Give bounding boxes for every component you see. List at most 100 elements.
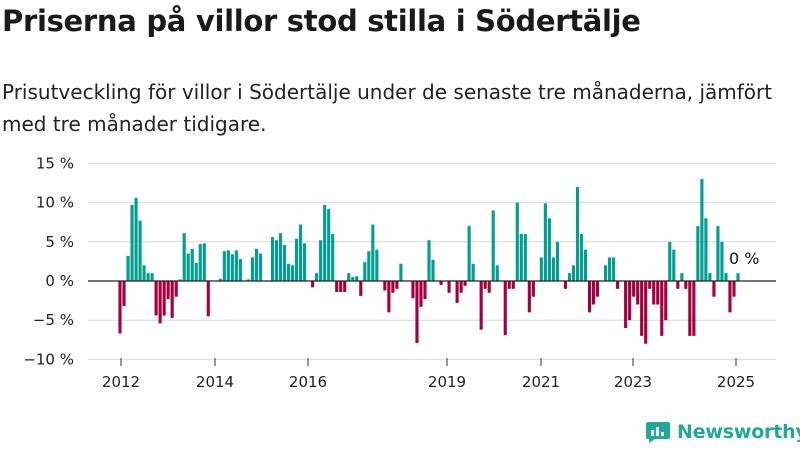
brand-name: Newsworthy — [677, 421, 800, 443]
bar — [150, 273, 154, 281]
grid-lines — [88, 162, 776, 360]
bar — [319, 240, 323, 281]
bar — [664, 281, 668, 321]
x-tick-label: 2016 — [289, 373, 327, 391]
bar — [154, 281, 158, 316]
bar — [612, 257, 616, 281]
bar — [668, 241, 672, 281]
bar — [652, 281, 656, 305]
bar — [130, 204, 134, 281]
bar — [728, 281, 732, 313]
bar — [636, 281, 640, 305]
y-tick-label: −10 % — [23, 350, 74, 368]
bar — [315, 273, 319, 281]
bar — [692, 281, 696, 336]
bar — [583, 249, 588, 281]
bar — [198, 244, 202, 281]
bar — [543, 203, 547, 281]
bar — [230, 254, 234, 281]
bar — [138, 220, 142, 281]
x-tick-label: 2019 — [428, 373, 466, 391]
bar — [527, 281, 531, 313]
chart-subtitle: Prisutveckling för villor i Södertälje u… — [2, 80, 773, 136]
bar — [483, 281, 487, 289]
bar — [274, 240, 279, 281]
bar — [455, 281, 459, 303]
y-tick-label: 15 % — [36, 154, 74, 172]
bar — [286, 263, 291, 281]
bar — [331, 233, 335, 281]
bar — [367, 251, 371, 281]
bar — [359, 281, 363, 296]
bar — [250, 257, 254, 281]
bar — [628, 281, 632, 321]
bar — [190, 248, 194, 281]
bar — [134, 197, 138, 281]
bar — [515, 202, 519, 281]
bar — [507, 281, 511, 289]
bar — [222, 251, 226, 281]
bar — [254, 248, 259, 281]
bar — [415, 281, 419, 343]
bar — [178, 279, 182, 281]
newsworthy-logo-icon — [646, 422, 670, 443]
bar — [383, 281, 387, 291]
bar — [303, 243, 307, 281]
bar — [339, 281, 343, 292]
bar — [523, 233, 527, 281]
bar — [604, 265, 608, 281]
bar — [234, 250, 238, 281]
bar — [736, 273, 740, 281]
bar — [696, 226, 700, 281]
bar — [587, 281, 592, 313]
bar — [591, 281, 596, 305]
bar — [246, 279, 250, 281]
bar — [700, 179, 704, 281]
bar — [720, 241, 724, 281]
bar — [519, 233, 523, 281]
bar — [459, 281, 463, 293]
bar — [712, 281, 716, 297]
bar — [146, 273, 150, 281]
bar — [487, 281, 491, 293]
bar — [270, 237, 275, 281]
bar — [579, 233, 584, 281]
bar — [299, 224, 303, 281]
bar — [708, 273, 712, 281]
y-tick-label: 10 % — [36, 194, 74, 212]
bar — [351, 277, 355, 281]
bar — [327, 208, 331, 281]
bar — [122, 281, 126, 307]
bar — [511, 281, 515, 289]
bar — [463, 281, 467, 286]
bar — [399, 263, 403, 281]
bar — [431, 259, 435, 281]
bar — [503, 281, 507, 336]
bar — [644, 281, 648, 344]
bar — [724, 273, 728, 281]
bar — [411, 281, 415, 299]
bar — [676, 281, 680, 289]
bar — [158, 281, 162, 324]
bar — [174, 281, 178, 297]
bars — [118, 179, 740, 344]
bar — [278, 233, 283, 281]
bar — [323, 204, 327, 281]
x-tick-label: 2012 — [102, 373, 140, 391]
bar — [238, 259, 242, 281]
bar — [258, 253, 263, 281]
bar — [290, 265, 295, 281]
bar — [282, 244, 287, 281]
bar — [672, 249, 676, 281]
bar — [439, 281, 443, 285]
bar — [632, 281, 636, 297]
bar — [648, 281, 652, 289]
bar — [467, 226, 471, 281]
bar — [295, 238, 299, 281]
bar — [547, 218, 551, 281]
bar — [704, 218, 708, 281]
bar — [624, 281, 628, 329]
bar — [575, 186, 580, 281]
y-tick-label: 5 % — [45, 233, 74, 251]
